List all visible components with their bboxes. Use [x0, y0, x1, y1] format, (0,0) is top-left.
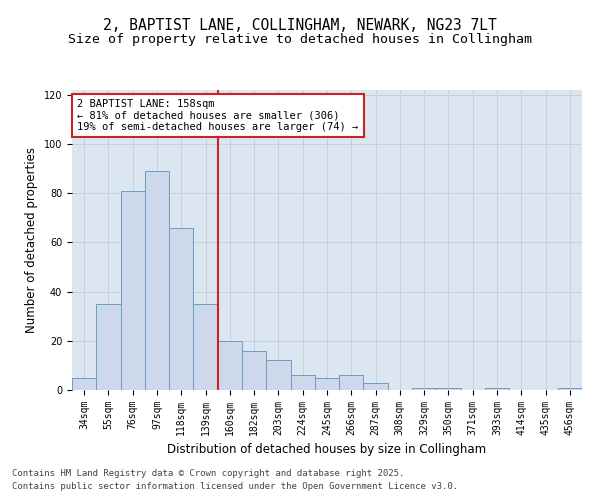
- Bar: [169, 228, 193, 390]
- Bar: [242, 350, 266, 390]
- Bar: [72, 378, 96, 390]
- Bar: [121, 191, 145, 390]
- Bar: [339, 375, 364, 390]
- Bar: [485, 388, 509, 390]
- Bar: [364, 382, 388, 390]
- Bar: [315, 378, 339, 390]
- Text: Contains HM Land Registry data © Crown copyright and database right 2025.: Contains HM Land Registry data © Crown c…: [12, 468, 404, 477]
- Text: 2, BAPTIST LANE, COLLINGHAM, NEWARK, NG23 7LT: 2, BAPTIST LANE, COLLINGHAM, NEWARK, NG2…: [103, 18, 497, 32]
- X-axis label: Distribution of detached houses by size in Collingham: Distribution of detached houses by size …: [167, 444, 487, 456]
- Bar: [412, 388, 436, 390]
- Bar: [96, 304, 121, 390]
- Bar: [290, 375, 315, 390]
- Bar: [436, 388, 461, 390]
- Text: 2 BAPTIST LANE: 158sqm
← 81% of detached houses are smaller (306)
19% of semi-de: 2 BAPTIST LANE: 158sqm ← 81% of detached…: [77, 99, 358, 132]
- Bar: [193, 304, 218, 390]
- Bar: [266, 360, 290, 390]
- Bar: [218, 341, 242, 390]
- Bar: [145, 171, 169, 390]
- Y-axis label: Number of detached properties: Number of detached properties: [25, 147, 38, 333]
- Bar: [558, 388, 582, 390]
- Text: Contains public sector information licensed under the Open Government Licence v3: Contains public sector information licen…: [12, 482, 458, 491]
- Text: Size of property relative to detached houses in Collingham: Size of property relative to detached ho…: [68, 32, 532, 46]
